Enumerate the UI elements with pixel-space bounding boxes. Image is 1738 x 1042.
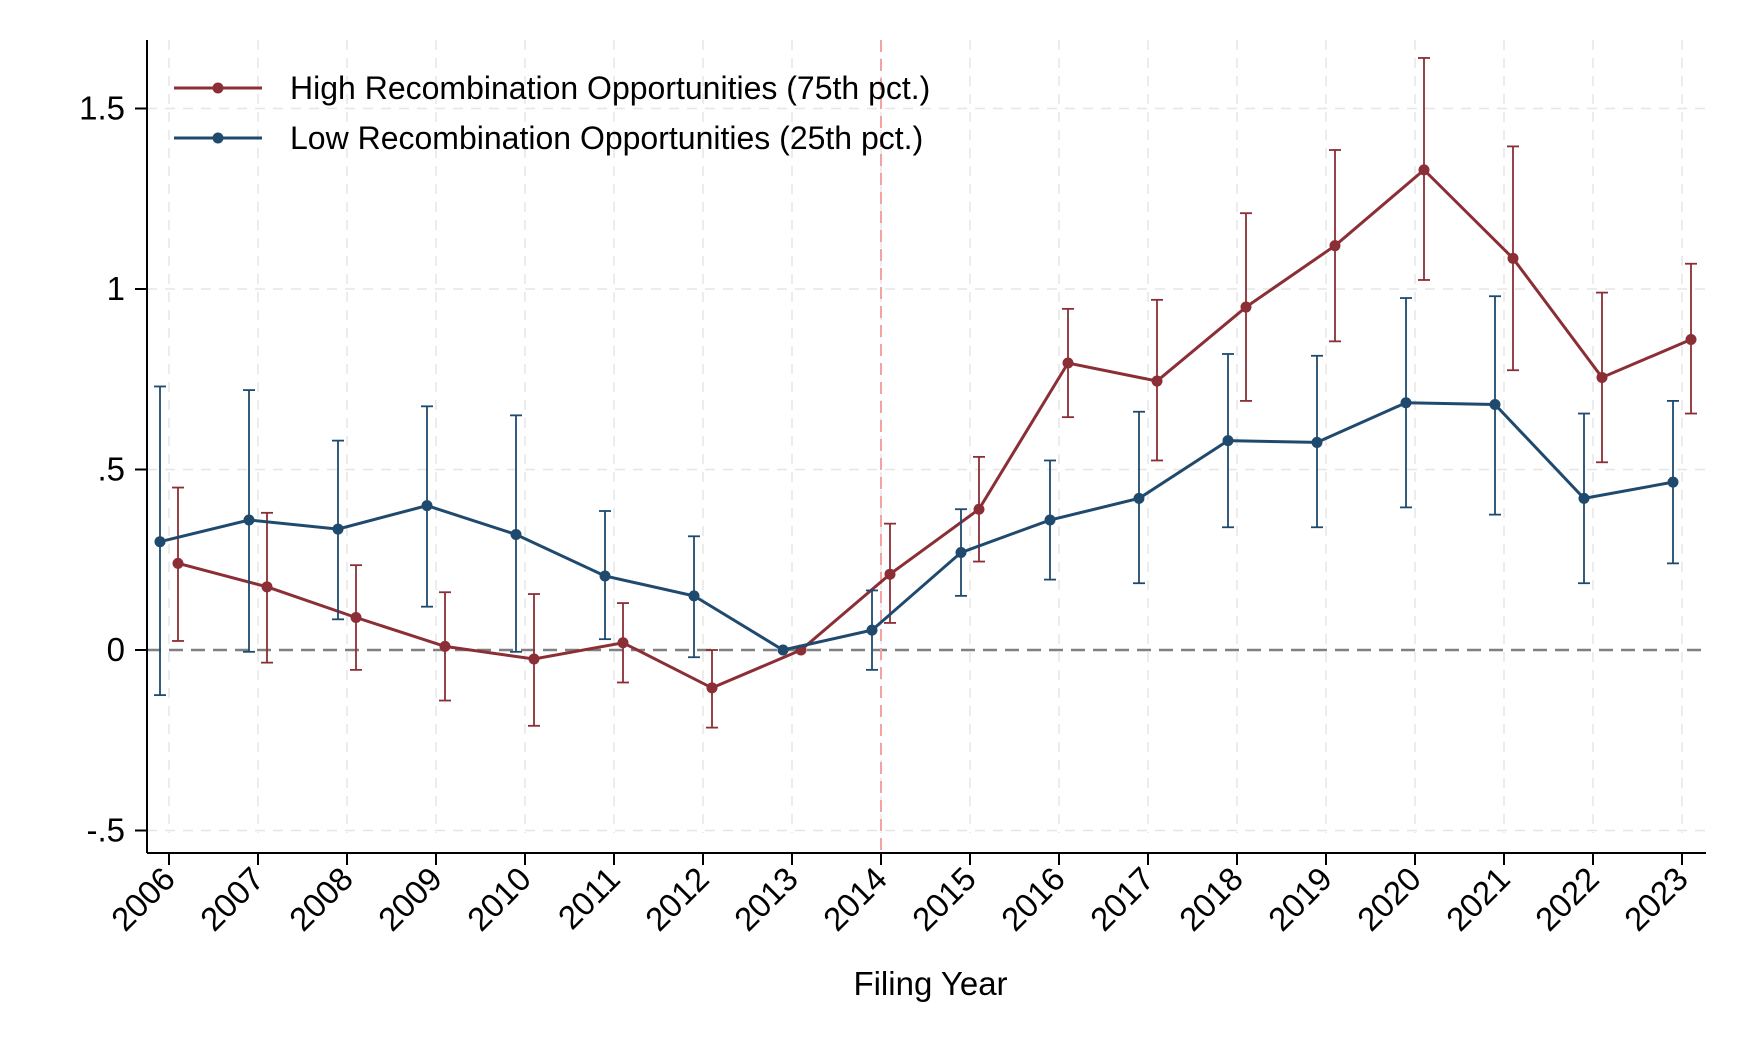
data-point-high bbox=[1062, 357, 1074, 369]
legend-marker-high bbox=[212, 82, 224, 94]
data-point-high bbox=[1329, 240, 1341, 252]
data-point-low bbox=[1311, 436, 1323, 448]
data-point-low bbox=[421, 500, 433, 512]
data-point-high bbox=[1151, 375, 1163, 387]
y-tick-label: 1.5 bbox=[79, 90, 125, 127]
data-point-low bbox=[332, 523, 344, 535]
data-point-high bbox=[884, 568, 896, 580]
data-point-low bbox=[510, 528, 522, 540]
series-line-high bbox=[177, 167, 1692, 690]
y-tick-label: 1 bbox=[107, 270, 125, 307]
data-point-low bbox=[866, 624, 878, 636]
data-point-high bbox=[617, 637, 629, 649]
data-point-low bbox=[777, 644, 789, 656]
legend-label-high: High Recombination Opportunities (75th p… bbox=[290, 70, 930, 106]
data-point-high bbox=[1418, 164, 1430, 176]
legend-label-low: Low Recombination Opportunities (25th pc… bbox=[290, 120, 923, 156]
data-point-high bbox=[1240, 301, 1252, 313]
y-tick-label: .5 bbox=[97, 451, 125, 488]
data-point-high bbox=[528, 653, 540, 665]
data-point-low bbox=[1044, 514, 1056, 526]
data-point-high bbox=[172, 557, 184, 569]
data-point-high bbox=[973, 503, 985, 515]
data-point-high bbox=[1596, 371, 1608, 383]
data-point-low bbox=[154, 536, 166, 548]
data-point-high bbox=[350, 612, 362, 624]
y-tick-label: 0 bbox=[107, 631, 125, 668]
data-point-high bbox=[1507, 252, 1519, 264]
data-point-high bbox=[706, 682, 718, 694]
data-point-high bbox=[261, 581, 273, 593]
data-point-low bbox=[1489, 399, 1501, 411]
data-point-low bbox=[955, 547, 967, 559]
series-line-low bbox=[159, 401, 1674, 652]
data-point-low bbox=[1133, 492, 1145, 504]
data-point-low bbox=[1578, 492, 1590, 504]
data-point-low bbox=[1400, 397, 1412, 409]
data-point-low bbox=[1222, 435, 1234, 447]
data-point-low bbox=[688, 590, 700, 602]
data-point-low bbox=[599, 570, 611, 582]
x-axis-title: Filing Year bbox=[853, 965, 1007, 1002]
data-point-high bbox=[439, 640, 451, 652]
legend-marker-low bbox=[212, 132, 224, 144]
data-point-low bbox=[1667, 476, 1679, 488]
data-point-low bbox=[243, 514, 255, 526]
data-point-high bbox=[1685, 334, 1697, 346]
y-tick-label: -.5 bbox=[86, 812, 125, 849]
